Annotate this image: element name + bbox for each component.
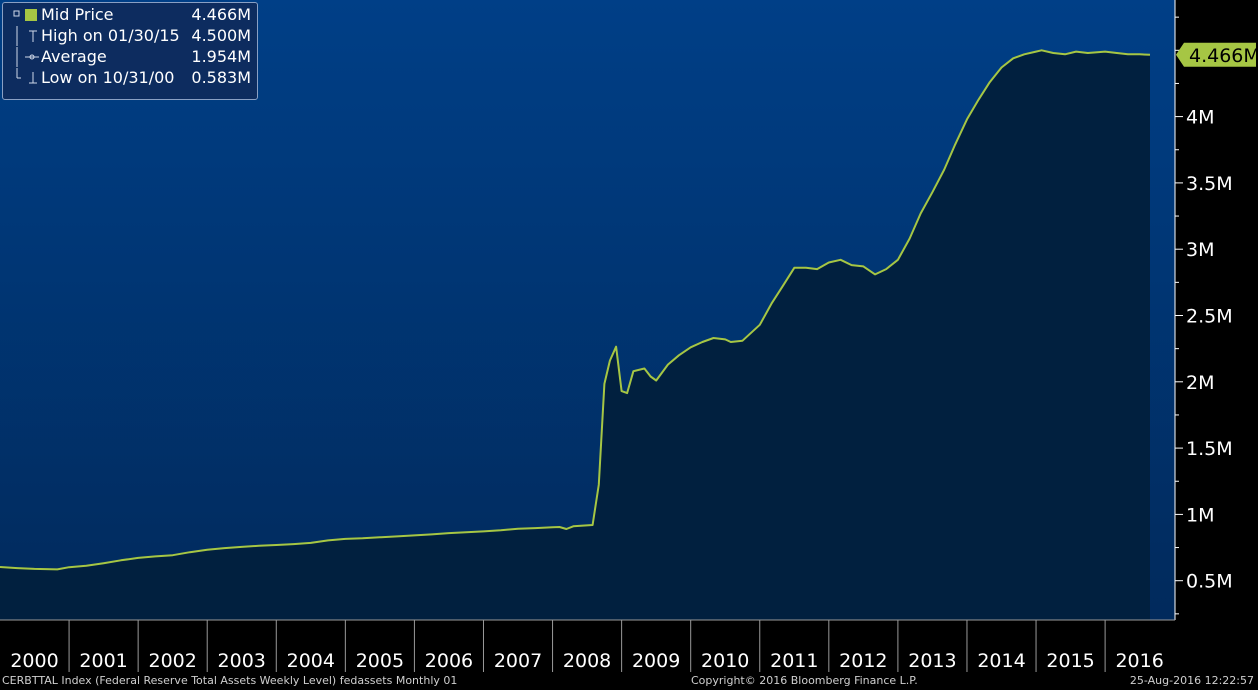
x-tick-label: 2012 <box>839 650 887 672</box>
x-tick-label: 2013 <box>908 650 956 672</box>
x-tick-label: 2000 <box>10 650 58 672</box>
footer-bar: CERBTTAL Index (Federal Reserve Total As… <box>0 672 1258 690</box>
series-line-mid-price <box>0 49 1151 571</box>
low-marker-icon <box>13 68 39 88</box>
x-axis-panel <box>0 620 1258 672</box>
y-tick-label: 2.5M <box>1186 306 1233 328</box>
x-tick-label: 2014 <box>977 650 1025 672</box>
x-tick-label: 2010 <box>701 650 749 672</box>
x-tick-label: 2004 <box>287 650 335 672</box>
last-value-tag <box>1176 42 1256 67</box>
series-area <box>0 50 1150 621</box>
x-tick-label: 2003 <box>218 650 266 672</box>
average-marker-icon <box>13 47 39 67</box>
legend-label: High on 01/30/15 <box>41 26 180 45</box>
legend-value: 4.466M <box>191 5 251 24</box>
legend: Mid Price 4.466M High on 01/30/15 4.500M… <box>2 2 258 100</box>
x-tick-label: 2007 <box>494 650 542 672</box>
footer-timestamp: 25-Aug-2016 12:22:57 <box>1129 674 1254 687</box>
y-axis-panel <box>1175 0 1258 620</box>
legend-row-high: High on 01/30/15 4.500M <box>3 26 259 46</box>
legend-label: Mid Price <box>41 5 114 24</box>
legend-row-low: Low on 10/31/00 0.583M <box>3 68 259 88</box>
last-value-label: 4.466M <box>1189 45 1258 67</box>
x-tick-label: 2001 <box>79 650 127 672</box>
y-tick-label: 1M <box>1186 504 1214 526</box>
legend-label: Low on 10/31/00 <box>41 68 175 87</box>
footer-copyright: Copyright© 2016 Bloomberg Finance L.P. <box>691 674 918 687</box>
legend-row-average: Average 1.954M <box>3 47 259 67</box>
x-tick-label: 2015 <box>1046 650 1094 672</box>
legend-value: 1.954M <box>191 47 251 66</box>
x-tick-label: 2002 <box>148 650 196 672</box>
x-tick-label: 2005 <box>356 650 404 672</box>
high-marker-icon <box>13 26 39 46</box>
legend-row-mid-price: Mid Price 4.466M <box>3 5 259 25</box>
legend-value: 0.583M <box>191 68 251 87</box>
x-tick-label: 2011 <box>770 650 818 672</box>
y-tick-label: 3M <box>1186 239 1214 261</box>
series-swatch-icon <box>13 5 39 25</box>
footer-ticker-description: CERBTTAL Index (Federal Reserve Total As… <box>2 674 458 687</box>
y-tick-label: 0.5M <box>1186 571 1233 593</box>
y-tick-label: 3.5M <box>1186 173 1233 195</box>
x-tick-label: 2016 <box>1115 650 1163 672</box>
x-tick-label: 2006 <box>425 650 473 672</box>
legend-label: Average <box>41 47 107 66</box>
y-tick-label: 1.5M <box>1186 438 1233 460</box>
x-tick-label: 2009 <box>632 650 680 672</box>
y-tick-label: 2M <box>1186 372 1214 394</box>
y-tick-label: 4M <box>1186 107 1214 129</box>
x-tick-label: 2008 <box>563 650 611 672</box>
legend-value: 4.500M <box>191 26 251 45</box>
